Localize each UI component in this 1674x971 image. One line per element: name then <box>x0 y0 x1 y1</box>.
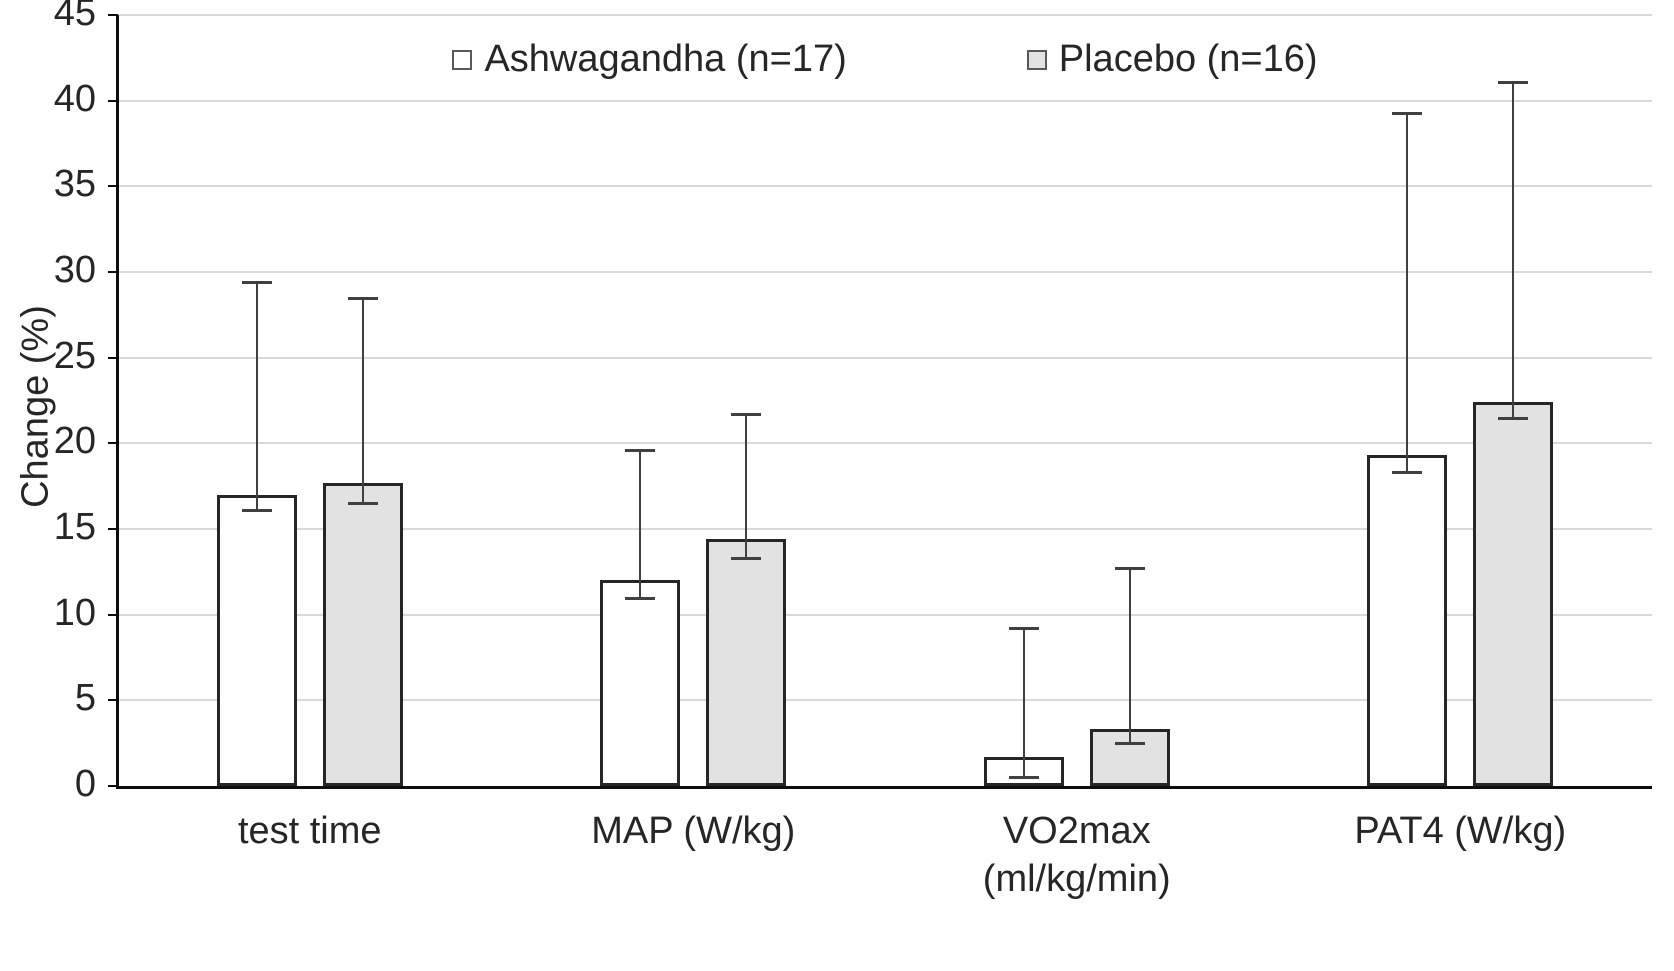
legend-marker-icon <box>452 49 473 70</box>
error-bar-cap-bottom <box>1498 416 1529 420</box>
legend-item-placebo: Placebo (n=16) <box>1026 38 1318 81</box>
bar-placebo <box>706 539 787 786</box>
bar-ashwagandha <box>1367 455 1448 786</box>
x-axis-label: MAP (W/kg) <box>591 810 796 852</box>
gridline <box>118 442 1652 445</box>
error-bar-line <box>745 414 748 559</box>
gridline <box>118 699 1652 702</box>
bar-placebo <box>322 482 403 786</box>
legend-label: Ashwagandha (n=17) <box>484 38 847 80</box>
error-bar-cap-bottom <box>1008 776 1039 780</box>
y-tick-mark <box>108 14 118 16</box>
y-axis-line <box>116 15 119 788</box>
error-bar-cap-top <box>731 413 762 417</box>
gridline <box>118 14 1652 16</box>
y-tick-mark <box>108 785 118 787</box>
error-bar-cap-bottom <box>731 557 762 561</box>
legend-marker-icon <box>1026 49 1047 70</box>
y-tick-label: 0 <box>74 763 96 805</box>
y-tick-label: 30 <box>53 249 96 291</box>
bar-ashwagandha <box>216 494 297 786</box>
y-tick-mark <box>108 271 118 273</box>
x-axis-label: VO2max (ml/kg/min) <box>982 810 1171 900</box>
x-axis-label: PAT4 (W/kg) <box>1354 810 1567 852</box>
error-bar-cap-bottom <box>625 596 656 600</box>
error-bar-cap-top <box>1498 80 1529 84</box>
y-tick-label: 25 <box>53 334 96 377</box>
gridline <box>118 99 1652 102</box>
y-tick-mark <box>108 99 118 102</box>
legend-item-ashwagandha: Ashwagandha (n=17) <box>452 38 847 81</box>
gridline <box>118 185 1652 188</box>
y-tick-mark <box>108 185 118 188</box>
error-bar-cap-bottom <box>347 502 378 506</box>
y-tick-mark <box>108 699 118 702</box>
y-tick-mark <box>108 356 118 359</box>
legend: Ashwagandha (n=17) Placebo (n=16) <box>118 38 1652 81</box>
y-tick-label: 20 <box>53 420 96 463</box>
error-bar-cap-top <box>1008 627 1039 631</box>
error-bar-line <box>361 297 364 504</box>
y-tick-mark <box>108 613 118 616</box>
x-axis-line <box>116 786 1652 789</box>
error-bar-cap-bottom <box>1114 742 1145 746</box>
error-bar-cap-top <box>347 296 378 300</box>
error-bar-cap-top <box>241 281 272 285</box>
error-bar-line <box>1022 628 1025 778</box>
error-bar-cap-top <box>625 449 656 453</box>
error-bar-line <box>1406 112 1409 473</box>
bar-placebo <box>1089 729 1170 786</box>
gridline <box>118 271 1652 273</box>
y-tick-label: 5 <box>74 677 96 720</box>
error-bar-cap-top <box>1392 111 1423 115</box>
y-tick-label: 35 <box>53 163 96 206</box>
bar-ashwagandha <box>600 580 681 786</box>
y-tick-mark <box>108 528 118 530</box>
y-tick-label: 45 <box>53 0 96 34</box>
error-bar-cap-top <box>1114 567 1145 571</box>
error-bar-line <box>639 450 642 598</box>
y-tick-label: 10 <box>53 591 96 634</box>
y-tick-label: 40 <box>53 77 96 120</box>
error-bar-line <box>1512 81 1515 418</box>
error-bar-line <box>255 282 258 511</box>
error-bar-line <box>1128 568 1131 744</box>
error-bar-cap-bottom <box>1392 471 1423 475</box>
gridline <box>118 613 1652 616</box>
bar-placebo <box>1473 402 1554 786</box>
gridline <box>118 528 1652 530</box>
y-tick-mark <box>108 442 118 445</box>
gridline <box>118 356 1652 359</box>
y-tick-label: 15 <box>53 506 96 548</box>
legend-label: Placebo (n=16) <box>1058 38 1318 80</box>
x-axis-label: test time <box>237 810 382 852</box>
error-bar-cap-bottom <box>241 509 272 513</box>
